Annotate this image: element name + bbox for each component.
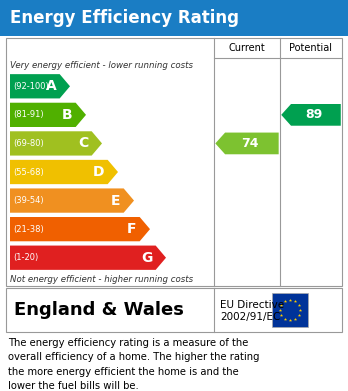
Text: Current: Current bbox=[229, 43, 266, 53]
Text: D: D bbox=[93, 165, 105, 179]
Polygon shape bbox=[215, 133, 279, 154]
Text: A: A bbox=[46, 79, 57, 93]
Polygon shape bbox=[10, 160, 118, 184]
Text: (69-80): (69-80) bbox=[13, 139, 44, 148]
Text: (92-100): (92-100) bbox=[13, 82, 49, 91]
Text: (39-54): (39-54) bbox=[13, 196, 44, 205]
Text: England & Wales: England & Wales bbox=[14, 301, 184, 319]
Text: 89: 89 bbox=[305, 108, 323, 121]
Polygon shape bbox=[10, 131, 102, 156]
Text: The energy efficiency rating is a measure of the
overall efficiency of a home. T: The energy efficiency rating is a measur… bbox=[8, 338, 260, 391]
Bar bbox=[272, 293, 308, 327]
Text: EU Directive: EU Directive bbox=[220, 300, 284, 310]
Text: C: C bbox=[78, 136, 89, 151]
Polygon shape bbox=[10, 246, 166, 270]
Text: Energy Efficiency Rating: Energy Efficiency Rating bbox=[10, 9, 239, 27]
Text: Potential: Potential bbox=[290, 43, 332, 53]
Text: G: G bbox=[141, 251, 153, 265]
Text: (21-38): (21-38) bbox=[13, 225, 44, 234]
Text: Very energy efficient - lower running costs: Very energy efficient - lower running co… bbox=[10, 61, 193, 70]
Polygon shape bbox=[281, 104, 341, 126]
Bar bbox=[6, 38, 342, 286]
Polygon shape bbox=[10, 188, 134, 213]
Text: (55-68): (55-68) bbox=[13, 167, 44, 176]
Polygon shape bbox=[10, 217, 150, 241]
Text: Not energy efficient - higher running costs: Not energy efficient - higher running co… bbox=[10, 274, 193, 283]
Bar bbox=[6, 288, 342, 332]
Text: 74: 74 bbox=[242, 137, 259, 150]
Polygon shape bbox=[10, 74, 70, 99]
Text: B: B bbox=[62, 108, 73, 122]
Text: (81-91): (81-91) bbox=[13, 110, 44, 119]
Text: (1-20): (1-20) bbox=[13, 253, 38, 262]
Text: F: F bbox=[127, 222, 137, 236]
Bar bbox=[0, 0, 348, 36]
Text: 2002/91/EC: 2002/91/EC bbox=[220, 312, 280, 322]
Polygon shape bbox=[10, 103, 86, 127]
Text: E: E bbox=[111, 194, 121, 208]
